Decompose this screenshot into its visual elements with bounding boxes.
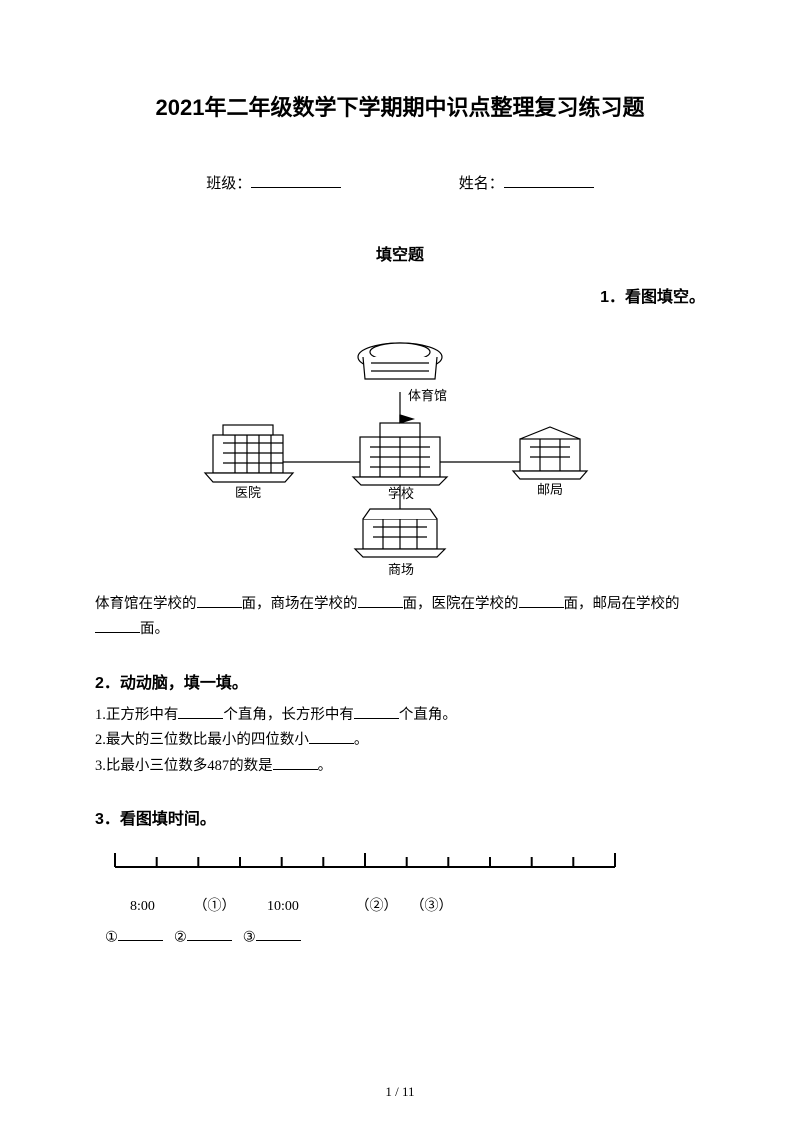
q3-answers: ① ② ③ xyxy=(105,927,705,947)
label-post: 邮局 xyxy=(537,479,563,498)
q1-heading: 1．看图填空。 xyxy=(95,283,705,307)
q2-blank-2[interactable] xyxy=(354,704,399,719)
q2-blank-4[interactable] xyxy=(273,755,318,770)
q1-blank-1[interactable] xyxy=(197,594,242,609)
q3-timeline: 8:00 （①） 10:00 （②）（③） ① ② ③ xyxy=(105,847,705,947)
class-blank[interactable] xyxy=(251,173,341,188)
label-gym: 体育馆 xyxy=(408,385,447,404)
tl-c2: （②） xyxy=(356,895,411,915)
info-row: 班级： 姓名： xyxy=(95,172,705,193)
q1-diagram: 体育馆 医院 学校 邮局 商场 xyxy=(95,327,705,582)
tl-1000: 10:00 xyxy=(267,899,352,915)
q3-blank-2[interactable] xyxy=(187,927,232,942)
q3-blank-1[interactable] xyxy=(118,927,163,942)
q2-blank-3[interactable] xyxy=(309,730,354,745)
label-hospital: 医院 xyxy=(235,482,261,501)
q3-blank-3[interactable] xyxy=(256,927,301,942)
class-label: 班级： xyxy=(206,176,251,192)
q1-blank-4[interactable] xyxy=(95,619,140,634)
q2-heading: 2．动动脑，填一填。 xyxy=(95,669,705,693)
tl-800: 8:00 xyxy=(130,899,190,915)
label-school: 学校 xyxy=(388,483,414,502)
q3-heading: 3．看图填时间。 xyxy=(95,805,705,829)
page-title: 2021年二年级数学下学期期中识点整理复习练习题 xyxy=(95,90,705,122)
label-mall: 商场 xyxy=(388,559,414,578)
tl-c3: （③） xyxy=(411,895,453,915)
name-blank[interactable] xyxy=(504,173,594,188)
q1-blank-3[interactable] xyxy=(519,594,564,609)
q2-body: 1.正方形中有个直角，长方形中有个直角。 2.最大的三位数比最小的四位数小。 3… xyxy=(95,703,705,779)
q1-blank-2[interactable] xyxy=(358,594,403,609)
name-label: 姓名： xyxy=(459,176,504,192)
page-footer: 1 / 11 xyxy=(0,1084,800,1100)
q2-blank-1[interactable] xyxy=(178,704,223,719)
tl-c1: （①） xyxy=(194,895,264,915)
section-heading-fill: 填空题 xyxy=(95,241,705,265)
timeline-labels: 8:00 （①） 10:00 （②）（③） xyxy=(130,895,705,915)
q1-text: 体育馆在学校的面，商场在学校的面，医院在学校的面，邮局在学校的面。 xyxy=(95,592,705,643)
